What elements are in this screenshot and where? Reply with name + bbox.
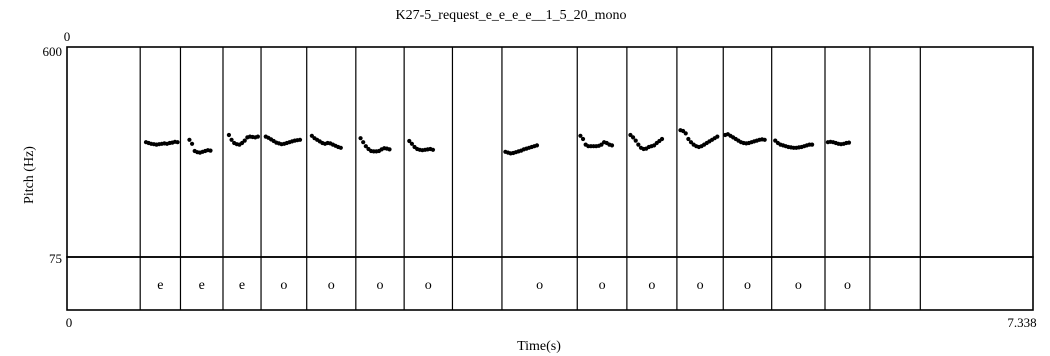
- top-corner-label: 0: [64, 29, 71, 44]
- x-tick-end: 7.338: [1007, 315, 1036, 330]
- interval-label: e: [157, 278, 163, 293]
- pitch-point: [361, 140, 366, 145]
- pitch-point: [715, 134, 720, 139]
- pitch-point: [226, 132, 232, 138]
- pitch-point: [409, 141, 415, 146]
- x-axis-label: Time(s): [517, 339, 561, 354]
- pitch-point: [430, 147, 436, 152]
- pitch-point: [846, 140, 852, 145]
- y-axis-label: Pitch (Hz): [22, 146, 37, 204]
- interval-label: o: [795, 278, 802, 293]
- pitch-point: [358, 136, 363, 141]
- pitch-point: [633, 138, 638, 143]
- pitch-point: [255, 134, 260, 139]
- pitch-point: [578, 133, 583, 138]
- interval-label: o: [744, 278, 751, 293]
- interval-label: e: [239, 278, 245, 293]
- pitch-point: [297, 137, 303, 142]
- pitch-point: [686, 136, 691, 142]
- tier-frame: [66, 256, 1034, 311]
- pitch-point: [208, 148, 213, 153]
- pitch-point: [187, 137, 192, 142]
- chart-title: K27-5_request_e_e_e_e__1_5_20_mono: [396, 8, 627, 23]
- pitch-point: [229, 137, 234, 142]
- pitch-point: [580, 136, 586, 142]
- y-tick-top: 600: [43, 44, 63, 59]
- pitch-point: [189, 141, 195, 146]
- interval-label: e: [199, 278, 205, 293]
- pitch-point: [387, 147, 392, 152]
- pitch-points: [143, 128, 852, 156]
- pitch-point: [242, 138, 247, 143]
- pitch-point: [683, 131, 688, 136]
- pitch-point: [810, 142, 815, 147]
- pitch-point: [762, 137, 767, 142]
- pitch-point: [609, 143, 615, 148]
- interval-label: o: [697, 278, 704, 293]
- interval-label: o: [376, 278, 383, 293]
- interval-label: o: [425, 278, 432, 293]
- interval-label: o: [328, 278, 335, 293]
- pitch-point: [338, 145, 343, 150]
- pitch-point: [636, 142, 641, 147]
- pitch-point: [407, 138, 412, 144]
- pitch-point: [363, 144, 368, 149]
- y-tick-bottom: 75: [49, 251, 62, 266]
- interval-label: o: [536, 278, 543, 293]
- interval-boundaries: [139, 47, 921, 310]
- x-tick-start: 0: [66, 315, 73, 330]
- pitch-point: [659, 136, 665, 142]
- interval-label: o: [280, 278, 287, 293]
- interval-label: o: [844, 278, 851, 293]
- interval-label: o: [648, 278, 655, 293]
- interval-label: o: [599, 278, 606, 293]
- pitch-point: [175, 140, 180, 145]
- pitch-point: [534, 143, 540, 148]
- pitch-point: [630, 135, 636, 140]
